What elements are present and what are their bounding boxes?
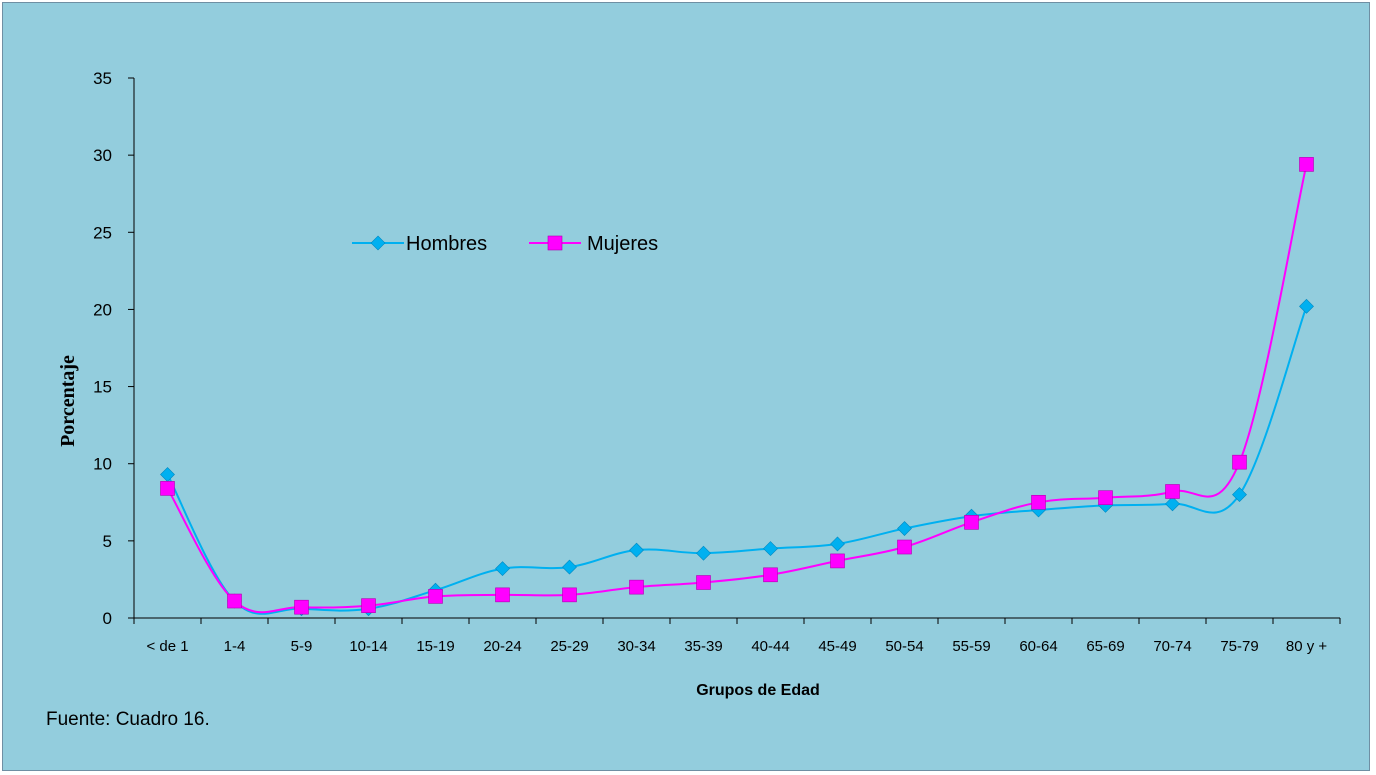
data-point-hombres [562,559,577,575]
data-point-mujeres [897,539,912,555]
x-tick-label: 50-54 [885,638,923,655]
data-point-mujeres [428,589,443,604]
y-tick-label: 35 [93,69,112,88]
x-tick-label: 40-44 [751,638,789,655]
data-point-hombres [830,536,845,552]
data-point-mujeres [629,579,644,595]
y-axis-label: Porcentaje [57,355,79,447]
source-note: Fuente: Cuadro 16. [46,709,210,730]
x-ticks: < de 1 1-4 5-9 10-14 15-19 20-24 25-29 30-34 35-… [133,618,1341,655]
series-layer [160,157,1314,617]
data-point-hombres [1299,298,1314,314]
y-tick-label: 20 [93,300,112,319]
x-tick-label: 80 y + [1286,638,1328,655]
line-chart: 0 5 10 15 20 25 30 35 < de 1 1-4 5-9 10-14 15-19 20-… [46,69,1341,730]
legend: Hombres Mujeres [352,233,658,255]
y-tick-label: 10 [93,455,112,474]
x-tick-label: 1-4 [224,638,246,655]
series-hombres [160,298,1314,617]
data-point-mujeres [361,598,376,613]
y-tick-label: 5 [103,532,112,551]
data-point-hombres [763,541,778,556]
data-point-mujeres [294,599,309,615]
x-axis-label: Grupos de Edad [696,682,820,699]
data-point-mujeres [227,593,242,609]
data-point-mujeres [964,515,979,530]
x-tick-label: 30-34 [617,638,655,655]
data-point-mujeres [495,587,510,603]
data-point-hombres [629,542,644,558]
x-tick-label: 60-64 [1019,638,1057,655]
x-tick-label: 20-24 [483,638,521,655]
x-tick-label: < de 1 [146,638,188,655]
x-tick-label: 35-39 [684,638,722,655]
legend-marker-hombres [370,235,386,251]
x-tick-label: 55-59 [952,638,990,655]
x-tick-label: 5-9 [291,638,313,655]
data-point-mujeres [830,553,845,569]
data-point-mujeres [1031,494,1046,510]
data-point-mujeres [1232,454,1247,470]
data-point-mujeres [1299,157,1314,172]
data-point-hombres [495,561,510,577]
data-point-mujeres [763,567,778,583]
legend-label-mujeres: Mujeres [587,233,658,255]
y-tick-label: 0 [103,609,112,628]
data-point-hombres [1232,487,1247,502]
data-point-hombres [696,545,711,561]
x-tick-label: 65-69 [1086,638,1124,655]
y-tick-label: 25 [93,223,112,242]
legend-label-hombres: Hombres [406,233,487,255]
series-line-mujeres [166,164,1308,614]
data-point-mujeres [1098,490,1113,505]
data-point-hombres [160,467,175,482]
x-tick-label: 25-29 [550,638,588,655]
series-line-hombres [166,305,1308,615]
x-tick-label: 15-19 [416,638,454,655]
legend-marker-mujeres [547,235,563,251]
data-point-mujeres [562,587,577,603]
x-tick-label: 70-74 [1153,638,1191,655]
data-point-hombres [1165,496,1180,512]
y-tick-label: 30 [93,146,112,165]
data-point-mujeres [696,575,711,590]
x-tick-label: 75-79 [1220,638,1258,655]
data-point-mujeres [160,481,175,496]
axes [133,78,1340,619]
y-tick-label: 15 [93,378,112,397]
data-point-hombres [897,521,912,536]
x-tick-label: 10-14 [349,638,387,655]
data-point-mujeres [1165,484,1180,499]
series-mujeres [160,157,1314,615]
y-ticks: 0 5 10 15 20 25 30 35 [93,69,134,628]
x-tick-label: 45-49 [818,638,856,655]
